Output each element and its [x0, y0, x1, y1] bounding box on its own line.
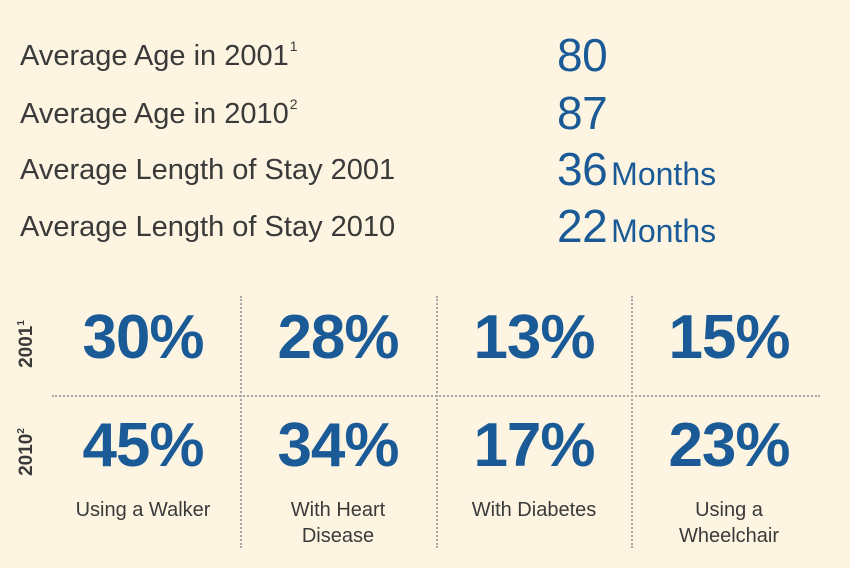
percentage-grid: 20011 20102 30% 28% 13% 15% 45% 34% 17% …	[0, 296, 850, 568]
percent-2001-heart-disease: 28%	[277, 303, 399, 372]
category-label-heart-disease: With Heart Disease	[290, 499, 386, 547]
percent-2001-walker: 30%	[82, 303, 204, 372]
stat-label: Average Length of Stay 2001	[20, 154, 396, 186]
divider	[436, 296, 438, 548]
percent-2010-walker: 45%	[82, 411, 204, 480]
stat-label: Average Age in 20102	[20, 96, 298, 130]
stat-row-stay-2010: Average Length of Stay 2010 22 Months	[0, 199, 850, 255]
percent-2010-heart-disease: 34%	[277, 411, 399, 480]
divider	[631, 296, 633, 548]
category-label-walker: Using a Walker	[75, 499, 211, 521]
year-label-2001: 20011	[16, 320, 37, 368]
category-label-diabetes: With Diabetes	[471, 499, 597, 521]
stat-value: 22 Months	[557, 200, 717, 252]
stat-value: 36 Months	[557, 143, 717, 195]
stat-row-age-2010: Average Age in 20102 87	[0, 86, 850, 142]
divider	[52, 395, 820, 397]
stat-unit: Months	[611, 156, 717, 192]
stat-value: 87	[557, 87, 608, 139]
percent-2001-diabetes: 13%	[473, 303, 595, 372]
stat-row-stay-2001: Average Length of Stay 2001 36 Months	[0, 142, 850, 198]
percent-2010-diabetes: 17%	[473, 411, 595, 480]
stat-unit: Months	[611, 213, 717, 249]
percent-2001-wheelchair: 15%	[668, 303, 790, 372]
year-label-2010: 20102	[16, 428, 37, 476]
percent-2010-wheelchair: 23%	[668, 411, 790, 480]
stat-label: Average Age in 20011	[20, 38, 298, 72]
divider	[240, 296, 242, 548]
category-label-wheelchair: Using a Wheelchair	[678, 499, 780, 547]
stat-value: 80	[557, 29, 608, 81]
stat-row-age-2001: Average Age in 20011 80	[0, 28, 850, 84]
stat-label: Average Length of Stay 2010	[20, 211, 396, 243]
